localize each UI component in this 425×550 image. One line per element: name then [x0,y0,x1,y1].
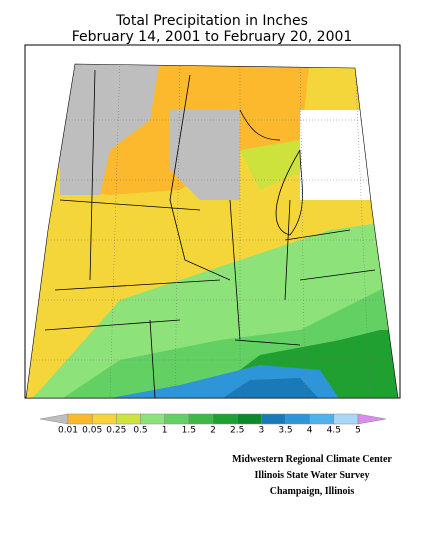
legend-label: 2.5 [230,426,244,436]
region-gray-2 [170,110,240,200]
title-line-2: February 14, 2001 to February 20, 2001 [72,29,353,45]
region-yg [240,140,305,190]
legend-swatch [261,413,286,425]
legend-label: 4.5 [327,426,341,436]
legend-under [39,413,69,425]
legend-label: 3.5 [278,426,292,436]
legend-label: 2 [210,426,216,436]
legend-label: 3 [258,426,264,436]
legend-label: 5 [355,426,361,436]
legend-swatch [164,413,190,425]
legend-swatch [212,413,238,425]
legend-swatch [67,413,93,425]
region-gray [60,64,160,195]
legend-swatch [116,413,141,425]
state-lines [44,69,376,398]
legend-label: 0.05 [82,426,102,436]
legend-swatch [285,413,310,425]
legend-swatch [333,413,359,425]
legend-swatch [309,413,335,425]
map-outline [25,63,399,399]
legend-swatch [140,413,165,425]
region-blue-2 [220,378,320,398]
legend-label: 1 [162,426,168,436]
legend-label: 0.01 [58,426,78,436]
credit: Midwestern Regional Climate Center [232,454,392,465]
map [24,44,401,399]
credit: Champaign, Illinois [270,486,355,497]
credit: Illinois State Water Survey [255,470,370,481]
legend-label: 4 [307,426,313,436]
legend-over [357,413,387,425]
legend-swatch [188,413,214,425]
legend-swatch [91,413,117,425]
legend-label: 0.5 [133,426,147,436]
legend-label: 1.5 [182,426,196,436]
legend-label: 0.25 [106,426,126,436]
legend: 0.01 0.05 0.25 0.5 1 1.5 2 2.5 3 3.5 4 4.5 5 [39,413,387,436]
legend-swatch [236,413,262,425]
title-line-1: Total Precipitation in Inches [115,13,308,29]
